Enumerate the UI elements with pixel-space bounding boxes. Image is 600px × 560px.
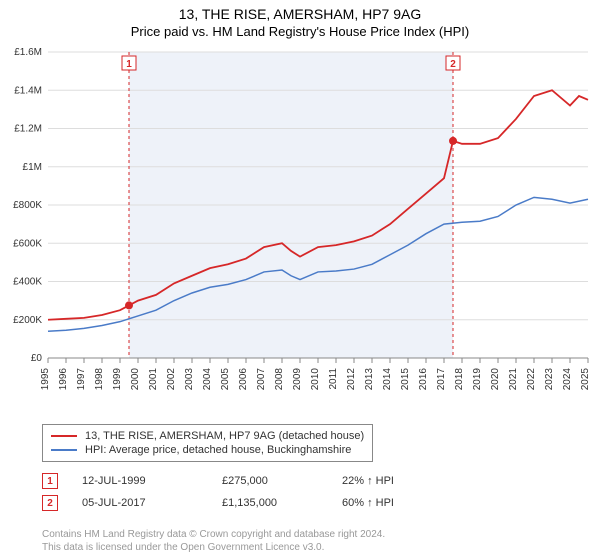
svg-text:2023: 2023: [544, 368, 555, 391]
footer: Contains HM Land Registry data © Crown c…: [42, 528, 385, 554]
svg-text:2010: 2010: [310, 368, 321, 391]
svg-text:2011: 2011: [328, 368, 339, 390]
svg-text:2004: 2004: [202, 368, 213, 391]
svg-text:1: 1: [126, 59, 132, 70]
svg-text:2017: 2017: [436, 368, 447, 391]
svg-text:1997: 1997: [76, 368, 87, 391]
svg-text:2000: 2000: [130, 368, 141, 391]
footer-line: Contains HM Land Registry data © Crown c…: [42, 528, 385, 541]
sale-row: 2 05-JUL-2017 £1,135,000 60% ↑ HPI: [42, 492, 562, 514]
svg-text:2003: 2003: [184, 368, 195, 391]
svg-text:£1.2M: £1.2M: [14, 124, 42, 135]
chart-title: 13, THE RISE, AMERSHAM, HP7 9AG: [0, 0, 600, 22]
svg-text:2015: 2015: [400, 368, 411, 391]
svg-text:2022: 2022: [526, 368, 537, 391]
svg-text:£1.6M: £1.6M: [14, 47, 42, 58]
sale-badge: 2: [42, 495, 58, 511]
sale-date: 12-JUL-1999: [82, 475, 222, 487]
sale-price: £275,000: [222, 475, 342, 487]
svg-text:1995: 1995: [40, 368, 51, 391]
svg-text:£1.4M: £1.4M: [14, 85, 42, 96]
svg-text:2014: 2014: [382, 368, 393, 391]
footer-line: This data is licensed under the Open Gov…: [42, 541, 385, 554]
svg-text:2006: 2006: [238, 368, 249, 391]
svg-text:2008: 2008: [274, 368, 285, 391]
sale-price: £1,135,000: [222, 497, 342, 509]
svg-text:2021: 2021: [508, 368, 519, 391]
svg-text:2005: 2005: [220, 368, 231, 391]
svg-text:£200K: £200K: [13, 315, 42, 326]
legend-swatch: [51, 435, 77, 437]
svg-text:2013: 2013: [364, 368, 375, 391]
svg-text:1996: 1996: [58, 368, 69, 391]
legend-swatch: [51, 449, 77, 451]
svg-text:2007: 2007: [256, 368, 267, 391]
svg-text:2019: 2019: [472, 368, 483, 391]
legend-label: 13, THE RISE, AMERSHAM, HP7 9AG (detache…: [85, 430, 364, 442]
svg-text:2001: 2001: [148, 368, 159, 391]
svg-text:£1M: £1M: [23, 162, 42, 173]
svg-text:2020: 2020: [490, 368, 501, 391]
svg-text:1998: 1998: [94, 368, 105, 391]
chart-area: £0 £200K £400K £600K £800K £1M £1.2M £1.4M £1.6M…: [0, 46, 600, 416]
svg-text:2: 2: [450, 59, 456, 70]
svg-text:£800K: £800K: [13, 200, 42, 211]
svg-text:£600K: £600K: [13, 238, 42, 249]
svg-text:1999: 1999: [112, 368, 123, 391]
svg-text:2009: 2009: [292, 368, 303, 391]
legend-label: HPI: Average price, detached house, Buck…: [85, 444, 351, 456]
sale-pct: 60% ↑ HPI: [342, 497, 462, 509]
chart-subtitle: Price paid vs. HM Land Registry's House …: [0, 22, 600, 39]
svg-text:2025: 2025: [580, 368, 591, 391]
sale-row: 1 12-JUL-1999 £275,000 22% ↑ HPI: [42, 470, 562, 492]
svg-text:2012: 2012: [346, 368, 357, 391]
sale-pct: 22% ↑ HPI: [342, 475, 462, 487]
svg-text:2002: 2002: [166, 368, 177, 391]
sale-data: 1 12-JUL-1999 £275,000 22% ↑ HPI 2 05-JU…: [42, 470, 562, 514]
legend: 13, THE RISE, AMERSHAM, HP7 9AG (detache…: [42, 424, 373, 462]
svg-text:2024: 2024: [562, 368, 573, 391]
svg-text:2016: 2016: [418, 368, 429, 391]
sale-badge: 1: [42, 473, 58, 489]
svg-text:£400K: £400K: [13, 277, 42, 288]
legend-item: HPI: Average price, detached house, Buck…: [51, 443, 364, 457]
svg-text:£0: £0: [31, 353, 43, 364]
sale-date: 05-JUL-2017: [82, 497, 222, 509]
legend-item: 13, THE RISE, AMERSHAM, HP7 9AG (detache…: [51, 429, 364, 443]
svg-text:2018: 2018: [454, 368, 465, 391]
